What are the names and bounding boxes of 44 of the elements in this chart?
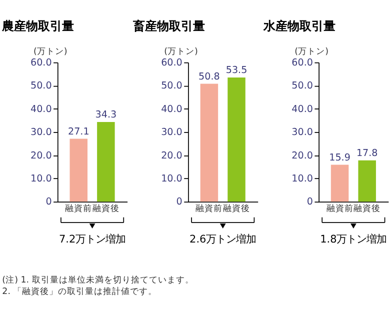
y-axis-title: (万トン)	[294, 47, 328, 58]
y-axis-title: (万トン)	[164, 47, 198, 58]
y-tick-label: 50.0	[30, 80, 52, 92]
y-tick-label: 60.0	[161, 57, 182, 68]
y-tick-label: 40.0	[292, 104, 313, 115]
y-tick-label: 10.0	[161, 173, 182, 184]
x-tick-label: 融資後	[92, 202, 120, 214]
y-tick-label: 60.0	[30, 57, 52, 68]
text: 2. 「融資後」の取引量は推計値です。	[2, 286, 158, 297]
y-tick-label: 10.0	[292, 173, 313, 184]
data-label: 15.9	[329, 152, 350, 164]
text: 1.8万トン増加	[320, 234, 387, 246]
chart-title: 農産物取引量	[1, 19, 74, 34]
y-tick-label: 0	[176, 196, 182, 208]
text: 7.2万トン増加	[58, 234, 126, 246]
y-tick-label: 30.0	[30, 127, 52, 138]
y-tick-label: 20.0	[30, 150, 52, 162]
x-tick-label: 融資後	[354, 202, 381, 214]
data-label: 17.8	[356, 148, 378, 159]
chart-title: 水産物取引量	[262, 19, 336, 34]
y-tick-label: 50.0	[292, 80, 313, 92]
y-tick-label: 0	[46, 196, 52, 208]
y-tick-label: 50.0	[161, 80, 182, 92]
text: 2.6万トン増加	[190, 234, 256, 246]
y-tick-label: 60.0	[292, 57, 313, 68]
y-axis-title: (万トン)	[34, 47, 68, 58]
text: (注) 1. 取引量は単位未満を切り捨てています。	[2, 274, 194, 286]
y-tick-label: 30.0	[161, 127, 182, 138]
data-label: 50.8	[198, 71, 220, 82]
x-tick-label: 融資前	[196, 202, 223, 214]
y-tick-label: 30.0	[292, 127, 313, 138]
y-tick-label: 20.0	[292, 150, 313, 162]
data-label: 27.1	[68, 126, 90, 138]
data-label: 53.5	[226, 65, 248, 76]
y-tick-label: 40.0	[161, 104, 182, 115]
x-tick-label: 融資前	[65, 202, 92, 214]
y-tick-label: 0	[306, 196, 313, 208]
y-tick-label: 20.0	[161, 150, 182, 162]
chart-title: 畜産物取引量	[132, 19, 205, 34]
x-tick-label: 融資後	[223, 202, 250, 214]
y-tick-label: 40.0	[30, 104, 52, 115]
x-tick-label: 融資前	[326, 202, 354, 214]
y-tick-label: 10.0	[30, 173, 52, 184]
data-label: 34.3	[95, 110, 117, 121]
